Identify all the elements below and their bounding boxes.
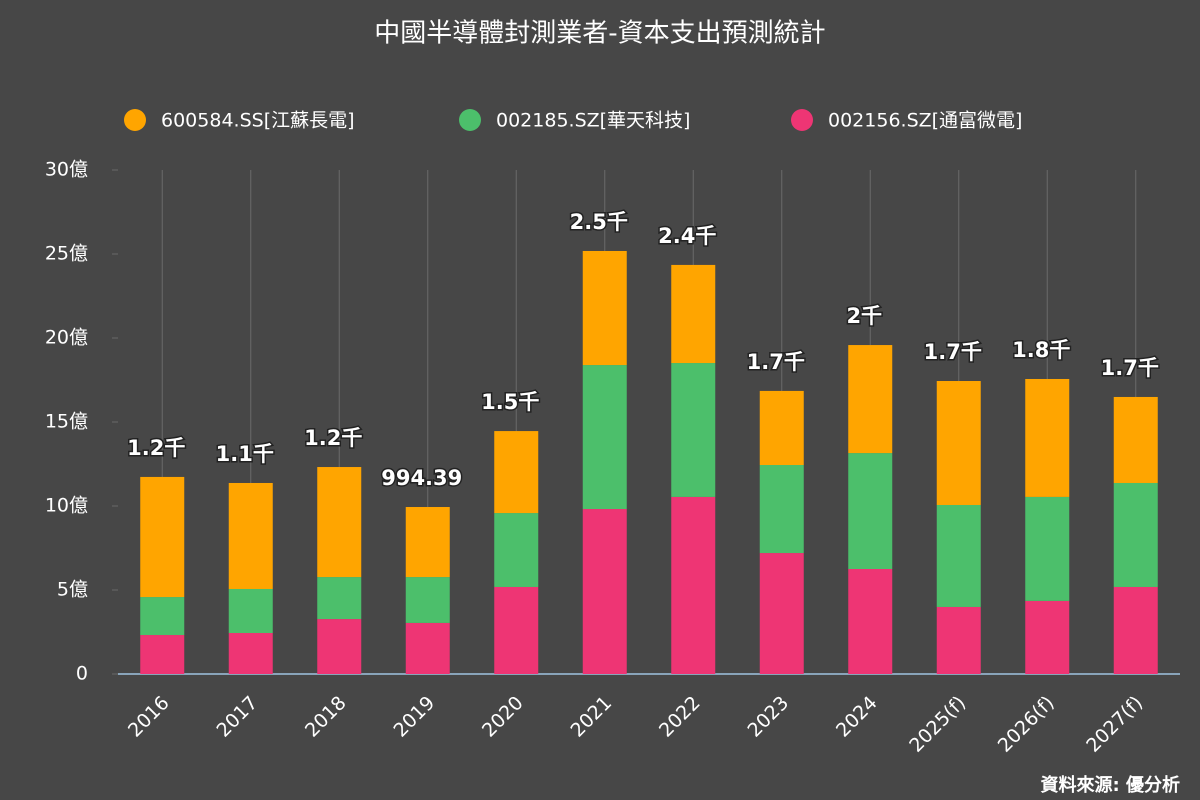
legend-swatch	[124, 109, 146, 131]
total-label: 1.7千	[1101, 356, 1159, 380]
bar-segment	[582, 365, 627, 510]
bar-segment	[494, 586, 539, 674]
bar-segment	[936, 381, 981, 505]
total-label: 2.5千	[570, 210, 628, 234]
bar-segment	[405, 622, 450, 674]
bar-segment	[228, 633, 273, 674]
bar-segment	[759, 390, 804, 466]
bar-segment	[759, 553, 804, 674]
bar-segment	[317, 577, 362, 620]
total-label: 1.2千	[304, 426, 362, 450]
x-tick-label: 2026(f)	[994, 692, 1059, 757]
bar-segment	[405, 507, 450, 578]
x-tick-label: 2025(f)	[905, 692, 970, 757]
bar-segment	[1025, 496, 1070, 601]
bar-segment	[848, 569, 893, 674]
x-tick-label: 2022	[655, 692, 705, 742]
total-label: 1.7千	[747, 350, 805, 374]
total-label: 1.1千	[216, 442, 274, 466]
x-tick-label: 2027(f)	[1082, 692, 1147, 757]
bar-segment	[228, 588, 273, 634]
x-tick-label: 2024	[832, 692, 882, 742]
bar-segment	[848, 453, 893, 569]
bar-segment	[582, 509, 627, 674]
y-tick-label: 20億	[45, 327, 88, 349]
bar-segment	[848, 345, 893, 454]
bar-segment	[759, 465, 804, 554]
chart-title: 中國半導體封測業者-資本支出預測統計	[374, 19, 825, 49]
bar-segment	[1113, 396, 1158, 483]
bar-segment	[1113, 586, 1158, 674]
bar-segment	[936, 504, 981, 607]
y-tick-label: 30億	[45, 159, 88, 181]
source: 資料來源: 優分析	[1041, 774, 1180, 796]
y-tick-label: 15億	[45, 411, 88, 433]
bar-segment	[494, 431, 539, 514]
bar-segment	[1025, 600, 1070, 674]
legend-label: 600584.SS[江蘇長電]	[161, 110, 355, 132]
x-tick-label: 2020	[478, 692, 528, 742]
bar-segment	[671, 363, 716, 497]
x-tick-label: 2021	[566, 692, 616, 742]
total-label: 2.4千	[658, 224, 716, 248]
bar-segment	[140, 476, 185, 598]
bar-segment	[494, 513, 539, 587]
y-tick-label: 5億	[57, 579, 88, 601]
bar-segment	[671, 264, 716, 364]
y-tick-label: 10億	[45, 495, 88, 517]
total-label: 1.8千	[1012, 338, 1070, 362]
total-label: 994.39	[381, 466, 462, 490]
bar-segment	[140, 635, 185, 674]
x-tick-label: 2018	[301, 692, 351, 742]
bar-segment	[671, 496, 716, 674]
legend-label: 002185.SZ[華天科技]	[496, 110, 690, 132]
legend-swatch	[459, 109, 481, 131]
legend-label: 002156.SZ[通富微電]	[828, 110, 1022, 132]
bar-segment	[317, 467, 362, 578]
total-label: 1.2千	[127, 436, 185, 460]
bar-segment	[936, 606, 981, 674]
y-tick-label: 25億	[45, 243, 88, 265]
legend-swatch	[791, 109, 813, 131]
bar-segment	[140, 597, 185, 636]
x-tick-label: 2016	[124, 692, 174, 742]
total-label: 2千	[846, 304, 882, 328]
x-tick-label: 2019	[389, 692, 439, 742]
y-tick-label: 0	[76, 663, 88, 685]
total-label: 1.5千	[481, 390, 539, 414]
bar-segment	[405, 577, 450, 623]
bar-segment	[317, 619, 362, 674]
bar-segment	[228, 482, 273, 589]
bar-segment	[1025, 378, 1070, 497]
x-tick-label: 2023	[743, 692, 793, 742]
bar-segment	[1113, 482, 1158, 587]
bar-segment	[582, 250, 627, 366]
total-label: 1.7千	[924, 340, 982, 364]
x-tick-label: 2017	[212, 692, 262, 742]
